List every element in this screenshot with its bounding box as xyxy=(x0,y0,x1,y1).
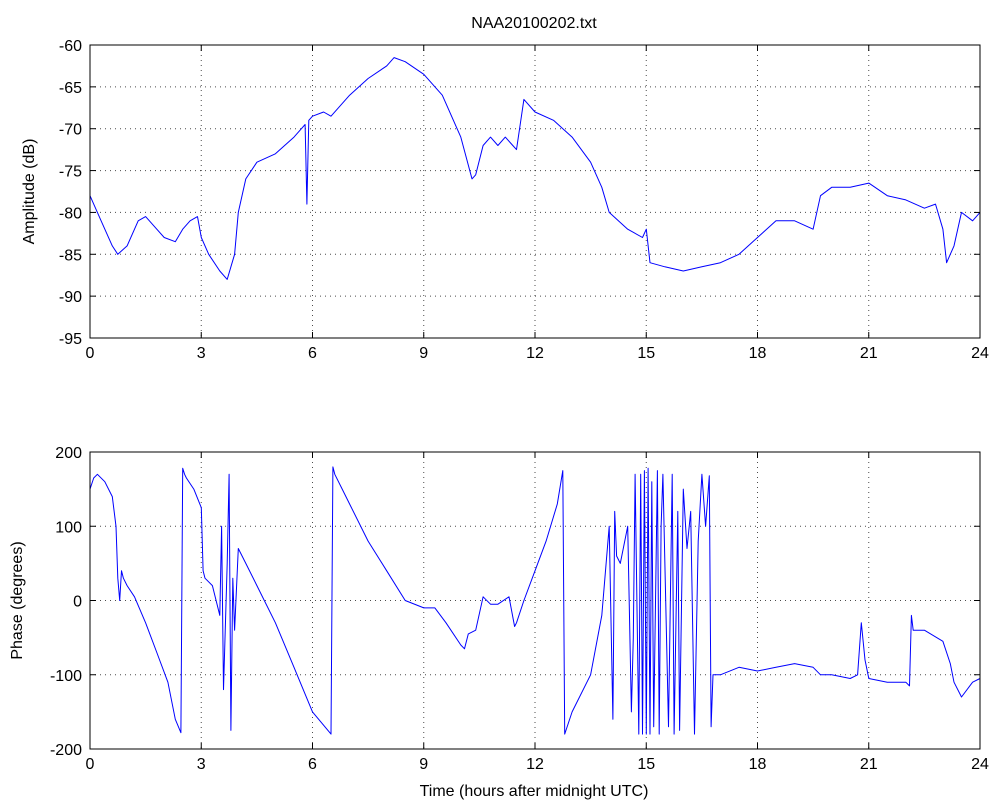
phase-x-tick-label: 15 xyxy=(637,756,655,773)
amplitude-x-tick-label: 6 xyxy=(308,345,317,362)
amplitude-y-tick-label: -80 xyxy=(59,205,82,222)
phase-y-tick-label: 200 xyxy=(55,445,82,462)
phase-series-group xyxy=(89,466,981,735)
amplitude-x-tick-label: 24 xyxy=(971,345,989,362)
phase-y-tick-label: 0 xyxy=(73,594,82,611)
phase-ticks: 0 3 6 9 12 15 18 21 24 -200 -100 0 100 200 xyxy=(50,445,989,773)
phase-x-tick-label: 21 xyxy=(860,756,878,773)
phase-x-tick-label: 18 xyxy=(749,756,767,773)
chart-title: NAA20100202.txt xyxy=(471,15,597,32)
amplitude-x-tick-label: 12 xyxy=(526,345,544,362)
amplitude-grid xyxy=(90,45,980,338)
amplitude-x-tick-label: 18 xyxy=(749,345,767,362)
phase-plot: 0 3 6 9 12 15 18 21 24 -200 -100 0 100 200 Phase (deg… xyxy=(9,445,989,800)
phase-y-tick-label: -200 xyxy=(50,742,82,759)
amplitude-y-axis-label: Amplitude (dB) xyxy=(21,139,38,245)
phase-x-tick-label: 0 xyxy=(86,756,95,773)
amplitude-y-tick-label: -60 xyxy=(59,38,82,55)
amplitude-series-group xyxy=(89,57,981,280)
amplitude-y-tick-label: -90 xyxy=(59,289,82,306)
amplitude-ticks: 0 3 6 9 12 15 18 21 24 -95 -90 -85 -80 -75 -70 -65 -60 xyxy=(59,38,989,362)
phase-x-tick-label: 12 xyxy=(526,756,544,773)
phase-series-line xyxy=(89,466,981,735)
phase-y-tick-label: -100 xyxy=(50,668,82,685)
amplitude-plot: NAA20100202.txt 0 3 6 9 12 15 18 21 24 -95 -90 -85 -… xyxy=(21,15,989,362)
amplitude-x-tick-label: 0 xyxy=(86,345,95,362)
amplitude-y-tick-label: -95 xyxy=(59,331,82,348)
amplitude-series-line xyxy=(89,57,981,280)
amplitude-y-tick-label: -85 xyxy=(59,247,82,264)
amplitude-y-tick-label: -70 xyxy=(59,122,82,139)
phase-grid xyxy=(90,452,980,749)
phase-x-tick-label: 6 xyxy=(308,756,317,773)
phase-y-tick-label: 100 xyxy=(55,519,82,536)
amplitude-y-tick-label: -65 xyxy=(59,80,82,97)
amplitude-x-tick-label: 3 xyxy=(197,345,206,362)
phase-x-tick-label: 24 xyxy=(971,756,989,773)
amplitude-x-tick-label: 15 xyxy=(637,345,655,362)
amplitude-y-tick-label: -75 xyxy=(59,164,82,181)
phase-y-axis-label: Phase (degrees) xyxy=(9,541,26,659)
amplitude-x-tick-label: 9 xyxy=(419,345,428,362)
phase-x-axis-label: Time (hours after midnight UTC) xyxy=(420,783,649,800)
phase-x-tick-label: 3 xyxy=(197,756,206,773)
phase-x-tick-label: 9 xyxy=(419,756,428,773)
amplitude-x-tick-label: 21 xyxy=(860,345,878,362)
